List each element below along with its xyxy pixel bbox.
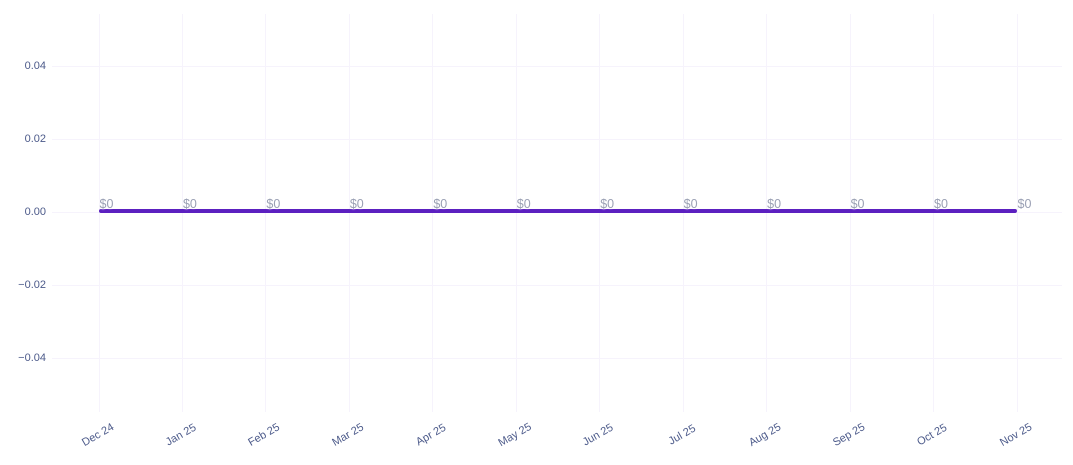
series-zero-line xyxy=(98,209,1017,213)
x-axis-tick-label: Oct 25 xyxy=(915,421,950,449)
data-point-label: $0 xyxy=(600,197,615,211)
x-axis-tick-label: Jan 25 xyxy=(163,421,199,449)
y-axis-tick-label: 0.04 xyxy=(24,59,46,72)
data-point-label: $0 xyxy=(266,197,281,211)
x-axis-tick-label: Apr 25 xyxy=(414,421,449,449)
data-point-label: $0 xyxy=(349,197,364,211)
x-gridline xyxy=(682,14,684,412)
data-point-label: $0 xyxy=(934,197,948,211)
data-point-label: $0 xyxy=(767,197,782,211)
x-axis-tick-label: Jun 25 xyxy=(581,421,616,449)
data-point-label: $0 xyxy=(850,197,865,211)
data-point-label: $0 xyxy=(1017,197,1032,211)
data-point-label: $0 xyxy=(516,197,531,211)
x-gridline xyxy=(515,14,517,412)
x-axis-tick-label: Aug 25 xyxy=(747,421,784,449)
x-gridline xyxy=(599,14,601,412)
x-axis-tick-label: Dec 24 xyxy=(79,421,116,449)
y-axis-tick-label: 0.02 xyxy=(24,132,46,145)
x-gridline xyxy=(849,14,851,412)
x-axis-tick-label: Feb 25 xyxy=(246,421,283,449)
x-gridline xyxy=(265,14,267,412)
y-gridline xyxy=(52,139,1062,140)
x-axis-tick-label: Sep 25 xyxy=(830,421,867,449)
data-point-label: $0 xyxy=(99,197,114,211)
x-gridline xyxy=(98,14,100,412)
y-axis-tick-label: −0.02 xyxy=(18,278,46,291)
y-gridline xyxy=(52,358,1062,359)
x-gridline xyxy=(432,14,434,412)
data-point-label: $0 xyxy=(683,197,698,211)
y-axis-tick-label: −0.04 xyxy=(18,351,46,364)
x-gridline xyxy=(181,14,183,412)
y-gridline xyxy=(52,285,1062,286)
y-axis-tick-label: 0.00 xyxy=(24,205,46,218)
data-point-label: $0 xyxy=(433,197,448,211)
x-gridline xyxy=(1016,14,1018,412)
x-axis-tick-label: Nov 25 xyxy=(997,421,1034,449)
x-axis-tick-label: Mar 25 xyxy=(330,421,366,449)
x-gridline xyxy=(766,14,768,412)
x-axis-tick-label: May 25 xyxy=(496,420,534,450)
x-gridline xyxy=(348,14,350,412)
x-axis-tick-label: Jul 25 xyxy=(666,422,698,448)
y-gridline xyxy=(52,66,1062,67)
x-gridline xyxy=(933,14,935,412)
data-point-label: $0 xyxy=(182,197,197,211)
